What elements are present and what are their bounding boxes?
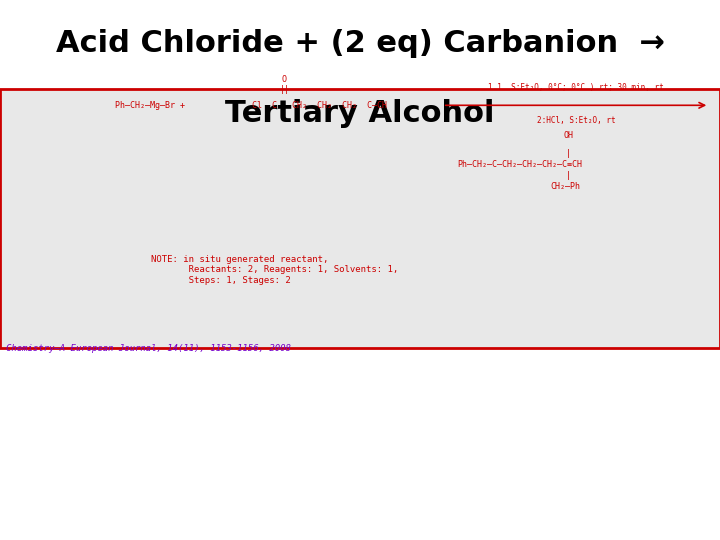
Text: ||: ||: [279, 85, 289, 94]
Text: |: |: [567, 171, 571, 180]
Text: Chemistry–A European Journal, 14(11), 1153-1156, 2008: Chemistry–A European Journal, 14(11), 11…: [6, 344, 291, 353]
Text: Cl  C   CH₂  CH₂  CH₂  C—CH: Cl C CH₂ CH₂ CH₂ C—CH: [252, 101, 387, 110]
Text: Acid Chloride + (2 eq) Carbanion  →: Acid Chloride + (2 eq) Carbanion →: [55, 29, 665, 58]
Text: NOTE: in situ generated reactant,
       Reactants: 2, Reagents: 1, Solvents: 1,: NOTE: in situ generated reactant, Reacta…: [151, 255, 398, 285]
Text: |: |: [567, 150, 571, 158]
Text: O: O: [282, 75, 287, 84]
Text: Ph–CH₂–C–CH₂–CH₂–CH₂–C≡CH: Ph–CH₂–C–CH₂–CH₂–CH₂–C≡CH: [457, 160, 582, 169]
Text: OH: OH: [564, 131, 574, 140]
Text: Tertiary Alcohol: Tertiary Alcohol: [225, 99, 495, 128]
FancyBboxPatch shape: [0, 89, 720, 348]
Text: CH₂–Ph: CH₂–Ph: [551, 182, 581, 191]
Text: 1.1  S:Et₂O, 0°C; 0°C ) rt; 30 min, rt: 1.1 S:Et₂O, 0°C; 0°C ) rt; 30 min, rt: [488, 83, 664, 92]
Text: Ph–CH₂–Mg–Br +: Ph–CH₂–Mg–Br +: [115, 101, 185, 110]
Text: 2:HCl, S:Et₂O, rt: 2:HCl, S:Et₂O, rt: [536, 116, 616, 125]
